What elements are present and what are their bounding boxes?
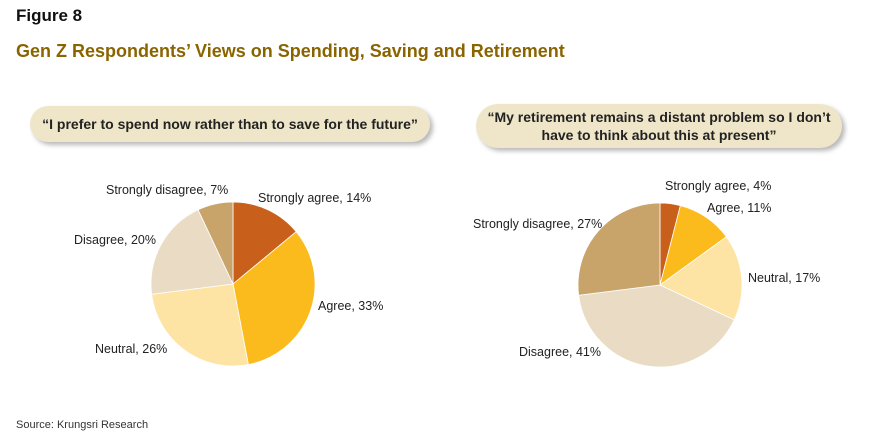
right-pie-chart: Strongly agree, 4% Agree, 11% Neutral, 1…: [473, 179, 820, 368]
right-label-neutral: Neutral, 17%: [748, 271, 820, 285]
left-slice-strongly-agree: [232, 201, 297, 285]
left-label-disagree: Disagree, 20%: [74, 233, 156, 247]
left-chart-title: “I prefer to spend now rather than to sa…: [30, 106, 430, 142]
left-label-agree: Agree, 33%: [318, 299, 383, 313]
right-label-strongly-agree: Strongly agree, 4%: [665, 179, 771, 193]
figure-title: Gen Z Respondents’ Views on Spending, Sa…: [16, 41, 565, 61]
left-slice-neutral: [151, 283, 249, 367]
left-slice-strongly-disagree: [197, 201, 234, 285]
left-label-strongly-agree: Strongly agree, 14%: [258, 191, 371, 205]
right-label-strongly-disagree: Strongly disagree, 27%: [473, 217, 602, 231]
right-label-agree: Agree, 11%: [707, 201, 771, 215]
left-pie-chart: Strongly agree, 14% Agree, 33% Neutral, …: [74, 183, 383, 367]
right-chart-title: “My retirement remains a distant problem…: [476, 104, 842, 148]
right-slice-disagree: [578, 284, 735, 368]
source-note: Source: Krungsri Research: [16, 419, 149, 431]
left-label-neutral: Neutral, 26%: [95, 342, 167, 356]
left-label-strongly-disagree: Strongly disagree, 7%: [106, 183, 228, 197]
right-slice-strongly-disagree: [577, 202, 661, 296]
right-label-disagree: Disagree, 41%: [519, 345, 601, 359]
right-slice-neutral: [659, 236, 743, 321]
left-slice-disagree: [150, 209, 234, 295]
figure-label: Figure 8: [16, 6, 83, 25]
left-slice-agree: [232, 231, 316, 366]
